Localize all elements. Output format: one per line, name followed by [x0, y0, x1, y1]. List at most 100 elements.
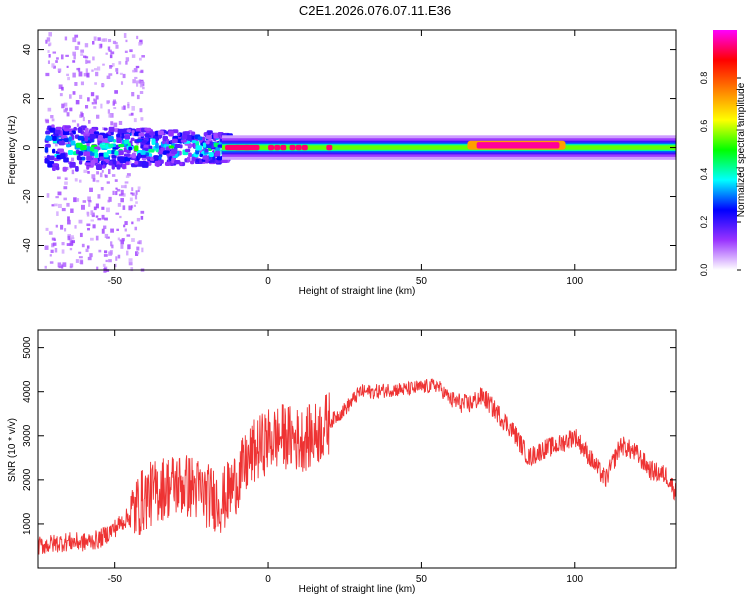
noise-speck — [125, 57, 130, 62]
noise-speck — [139, 57, 142, 61]
noise-speck — [137, 186, 141, 190]
noise-speck — [72, 72, 76, 78]
band-blob — [61, 135, 67, 139]
band-blob — [89, 134, 96, 139]
noise-speck — [96, 171, 100, 175]
noise-speck — [122, 193, 126, 197]
noise-speck — [54, 247, 58, 253]
noise-speck — [72, 60, 76, 63]
colorbar-tick-label: 0.6 — [699, 120, 709, 133]
noise-speck — [80, 53, 84, 56]
noise-speck — [80, 49, 85, 53]
noise-speck — [55, 196, 59, 199]
noise-speck — [54, 143, 58, 147]
noise-speck — [70, 157, 75, 162]
noise-speck — [100, 187, 104, 191]
noise-speck — [133, 118, 137, 123]
band-blob — [171, 157, 175, 164]
band-blob — [210, 159, 215, 163]
band-blob — [177, 132, 181, 137]
noise-speck — [124, 221, 128, 226]
noise-speck — [86, 245, 90, 249]
band-blob — [191, 140, 197, 144]
noise-speck — [45, 39, 48, 44]
noise-speck — [87, 196, 91, 202]
noise-speck — [110, 51, 115, 55]
band-blob — [141, 161, 149, 168]
band-blob — [108, 126, 115, 133]
noise-speck — [104, 250, 108, 254]
band-blob — [163, 150, 170, 154]
noise-speck — [135, 80, 140, 84]
band-blob — [86, 143, 90, 147]
noise-speck — [111, 63, 115, 67]
noise-speck — [113, 122, 118, 128]
colorbar-tick-label: 0.2 — [699, 216, 709, 229]
noise-speck — [85, 105, 89, 109]
noise-speck — [93, 36, 97, 41]
noise-speck — [89, 187, 93, 192]
noise-speck — [81, 113, 84, 118]
x-tick-label: -50 — [107, 276, 122, 287]
noise-speck — [96, 179, 100, 183]
noise-speck — [80, 204, 85, 210]
noise-speck — [118, 61, 122, 65]
y-tick-label: -20 — [22, 189, 33, 204]
noise-speck — [101, 228, 105, 234]
band-blob — [111, 164, 115, 170]
noise-speck — [118, 120, 123, 125]
band-blob — [195, 145, 203, 151]
noise-speck — [106, 75, 111, 80]
spectrogram-panel: -50 0 50 100 -40 -20 0 20 40 Height of straight … — [7, 29, 677, 297]
noise-speck — [115, 44, 119, 49]
line-peak — [268, 144, 275, 151]
noise-speck — [120, 189, 124, 195]
band-blob — [202, 155, 209, 160]
band-blob — [140, 150, 146, 155]
noise-speck — [136, 35, 139, 40]
band-blob — [171, 138, 178, 143]
noise-speck — [44, 156, 48, 159]
noise-speck — [120, 243, 124, 249]
noise-speck — [114, 179, 118, 182]
noise-speck — [100, 103, 103, 109]
band-blob — [215, 146, 220, 152]
colorbar-ticks: 0.0 0.2 0.4 0.6 0.8 — [699, 72, 741, 276]
noise-speck — [141, 247, 144, 253]
band-blob — [82, 140, 86, 144]
band-blob — [151, 139, 156, 146]
noise-speck — [107, 141, 110, 146]
noise-speck — [51, 63, 55, 68]
noise-speck — [72, 37, 77, 43]
noise-speck — [48, 231, 53, 235]
noise-speck — [71, 240, 76, 244]
y-tick-label: 20 — [22, 93, 33, 105]
noise-speck — [88, 120, 91, 124]
noise-speck — [60, 54, 64, 60]
noise-speck — [139, 108, 143, 113]
noise-speck — [61, 242, 65, 246]
band-blob — [170, 148, 178, 155]
noise-speck — [108, 196, 112, 202]
noise-speck — [122, 73, 126, 79]
noise-speck — [45, 227, 49, 231]
band-blob — [131, 130, 135, 134]
noise-speck — [128, 161, 132, 166]
noise-speck — [83, 169, 88, 173]
colorbar-tick-label: 0.4 — [699, 168, 709, 181]
noise-speck — [135, 201, 138, 204]
noise-speck — [132, 79, 136, 84]
noise-speck — [124, 228, 127, 232]
noise-speck — [101, 169, 104, 173]
band-blob — [103, 152, 109, 158]
noise-speck — [74, 34, 79, 38]
noise-speck — [51, 204, 55, 207]
noise-speck — [71, 235, 74, 239]
noise-speck — [69, 247, 73, 251]
noise-speck — [75, 99, 80, 105]
line-peak — [280, 144, 287, 151]
noise-speck — [76, 198, 80, 202]
band-blob — [84, 135, 89, 142]
band-blob — [114, 150, 119, 156]
noise-speck — [131, 92, 135, 97]
